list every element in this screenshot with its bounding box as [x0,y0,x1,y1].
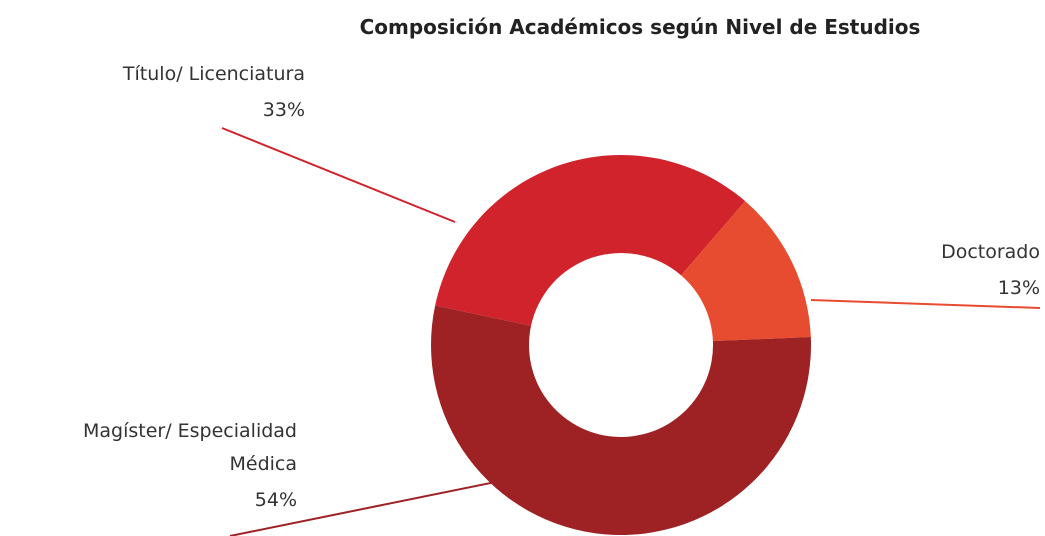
label-line: Magíster/ Especialidad [83,420,297,442]
leader-line [229,477,516,536]
label-line: Doctorado [941,241,1040,263]
label-line: Médica [229,453,297,475]
slice-label: Título/ Licenciatura [122,63,305,85]
donut-slice [431,305,811,536]
value-label: 13% [998,277,1040,299]
slice-label: Doctorado [941,241,1040,263]
chart-title: Composición Académicos según Nivel de Es… [360,15,921,39]
donut-slice [435,155,746,326]
leader-line [221,127,456,223]
label-line: Título/ Licenciatura [122,63,305,85]
leader-line [810,299,1041,309]
slice-label: Magíster/ Especialidad Médica [83,420,297,475]
donut-slice [681,201,811,342]
value-label: 33% [263,99,305,121]
value-label: 54% [255,489,297,511]
